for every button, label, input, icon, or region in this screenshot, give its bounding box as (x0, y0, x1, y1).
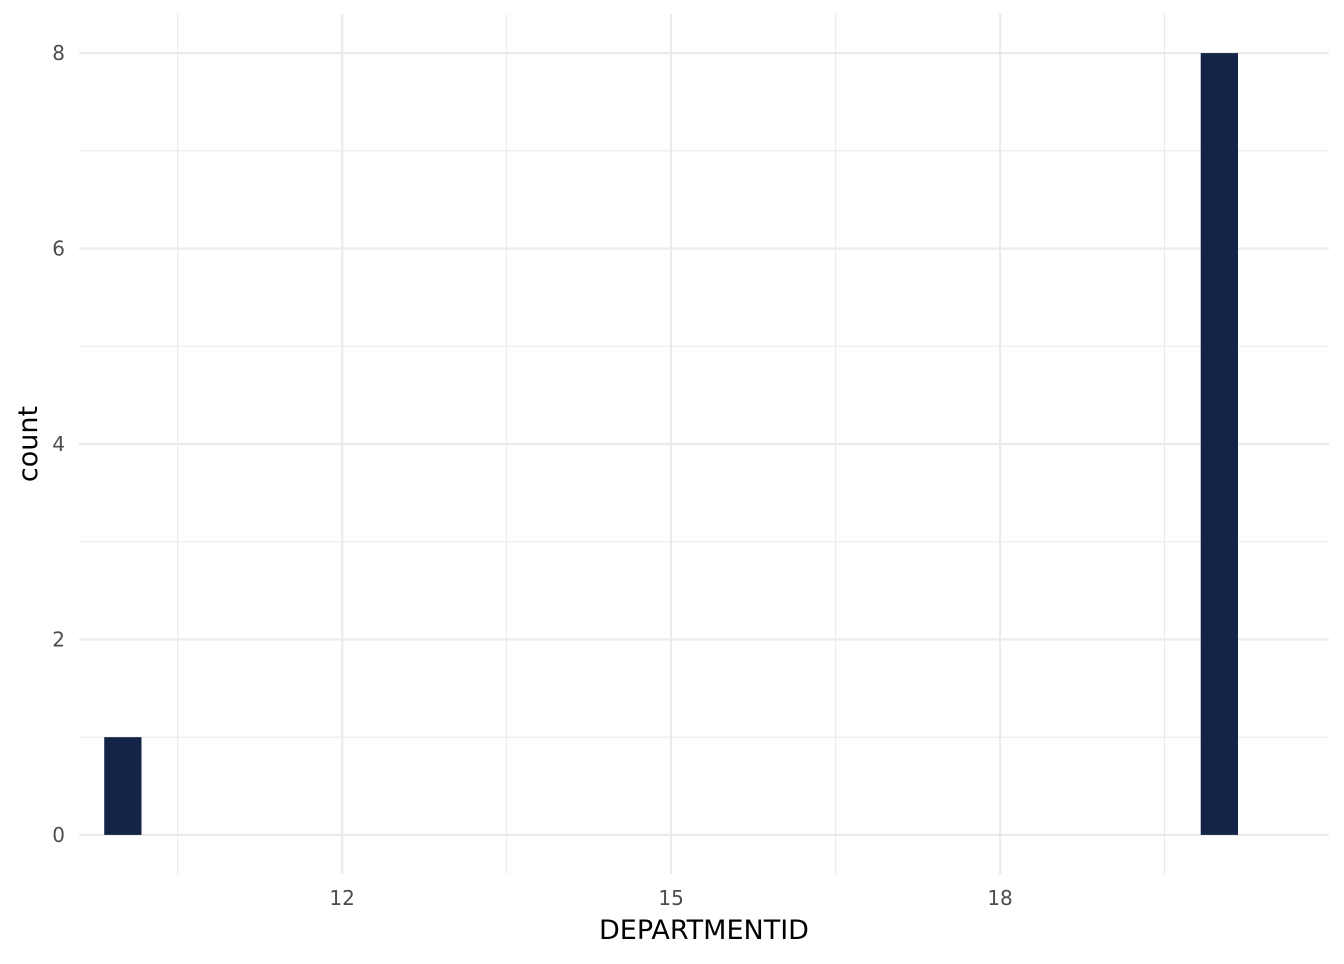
histogram-bar (1200, 53, 1238, 835)
grid-lines (79, 14, 1329, 874)
bars (104, 53, 1238, 835)
y-tick-label: 4 (52, 432, 65, 456)
x-axis-title: DEPARTMENTID (599, 915, 809, 946)
y-tick-label: 0 (52, 823, 65, 847)
y-axis-title: count (13, 406, 44, 482)
y-tick-label: 8 (52, 41, 65, 65)
x-tick-label: 15 (658, 886, 683, 910)
y-tick-label: 2 (52, 627, 65, 651)
tick-labels: 12 15 18 0 2 4 6 8 (52, 41, 1013, 910)
x-tick-label: 18 (987, 886, 1012, 910)
y-tick-label: 6 (52, 237, 65, 261)
x-tick-label: 12 (329, 886, 354, 910)
histogram-bar (104, 737, 142, 835)
